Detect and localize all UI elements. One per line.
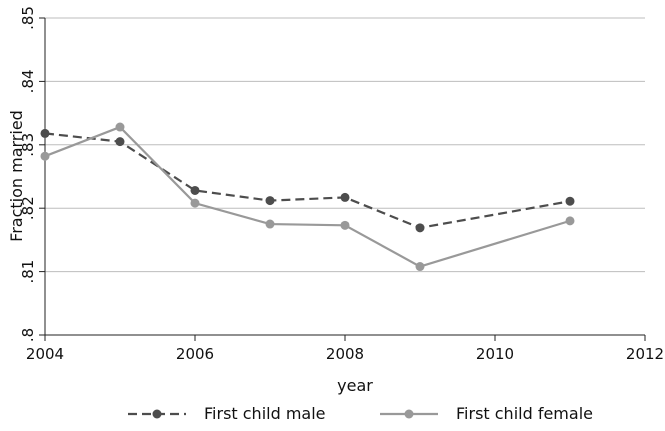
axes <box>44 18 645 336</box>
series-2-point <box>415 262 425 272</box>
y-tick-label: .81 <box>19 260 37 284</box>
y-tick-label: .83 <box>19 133 37 157</box>
series-line-1 <box>44 132 571 229</box>
series-2-point <box>340 220 350 230</box>
series-1-point <box>190 185 200 195</box>
y-tick-label: .85 <box>19 6 37 30</box>
series-2-point <box>190 198 200 208</box>
legend-label-2: First child female <box>456 404 593 423</box>
legend-label-1: First child male <box>204 404 326 423</box>
x-tick-label: 2004 <box>26 345 64 363</box>
legend-swatch-marker-1 <box>152 409 162 419</box>
series-1-point <box>40 128 50 138</box>
series-1-point <box>115 137 125 147</box>
series-2-point <box>40 151 50 161</box>
legend-swatch-marker-2 <box>404 409 414 419</box>
legend: First child male First child female <box>128 404 593 423</box>
series-1-point <box>565 196 575 206</box>
series-1-point <box>265 196 275 206</box>
series-line-2 <box>44 125 571 268</box>
x-tick-label: 2010 <box>476 345 514 363</box>
series-group <box>40 122 575 272</box>
y-axis-title: Fraction married <box>7 110 26 242</box>
series-1-point <box>415 223 425 233</box>
y-tick-label: .8 <box>19 328 37 342</box>
x-tick-label: 2012 <box>626 345 664 363</box>
y-tick-label: .82 <box>19 196 37 220</box>
grid-lines <box>45 17 645 336</box>
series-2-point <box>565 216 575 226</box>
x-axis-title: year <box>337 376 373 395</box>
y-tick-label: .84 <box>19 69 37 93</box>
series-2-point <box>265 219 275 229</box>
y-ticks: .8 .81 .82 .83 .84 .85 <box>19 6 45 342</box>
x-tick-label: 2008 <box>326 345 364 363</box>
x-tick-label: 2006 <box>176 345 214 363</box>
series-1-point <box>340 192 350 202</box>
x-ticks: 2004 2006 2008 2010 2012 <box>26 335 664 363</box>
series-2-point <box>115 122 125 132</box>
